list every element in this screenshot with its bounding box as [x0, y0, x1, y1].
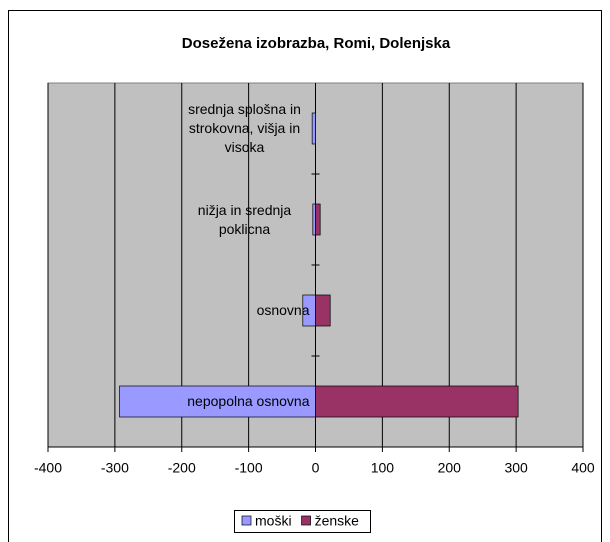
x-tick-label: -100	[235, 460, 263, 476]
bar	[315, 385, 519, 418]
bar	[311, 112, 316, 145]
bar	[119, 385, 316, 418]
y-tick-label: osnovna	[256, 302, 310, 318]
legend-swatch	[301, 515, 311, 526]
legend-label: ženske	[315, 513, 360, 529]
y-tick-label: nepopolna osnovna	[187, 393, 310, 409]
x-tick-label: 400	[571, 460, 595, 476]
x-tick-label: -200	[168, 460, 196, 476]
x-tick-label: 200	[438, 460, 462, 476]
bar	[312, 203, 316, 236]
chart-title: Doseženа izobrazba, Romi, Dolenjska	[182, 35, 451, 52]
x-tick-label: 100	[371, 460, 395, 476]
legend-label: moški	[255, 513, 292, 529]
x-tick-label: -400	[34, 460, 62, 476]
x-tick-label: 0	[312, 460, 320, 476]
bar	[315, 203, 321, 236]
y-tick-label: nižja in srednja poklicna	[197, 201, 292, 237]
bar	[315, 294, 331, 327]
x-tick-label: 300	[504, 460, 528, 476]
x-tick-label: -300	[101, 460, 129, 476]
legend-swatch	[241, 515, 252, 526]
y-tick-label: srednja splošna in strokovna, višja in v…	[188, 101, 301, 155]
